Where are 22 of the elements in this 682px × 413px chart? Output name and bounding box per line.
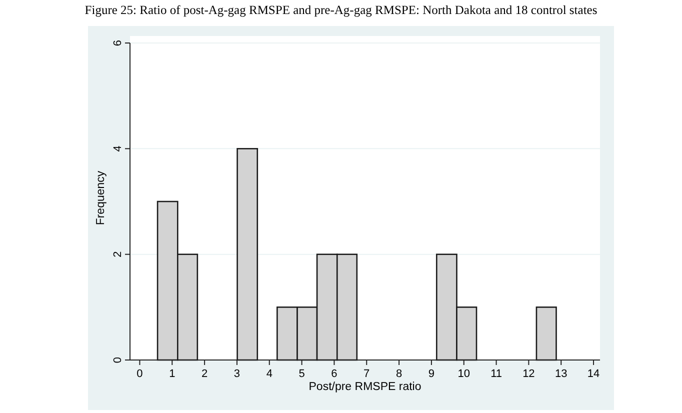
x-tick-label: 5 xyxy=(298,368,305,380)
y-tick-label: 4 xyxy=(112,146,124,152)
x-tick-label: 7 xyxy=(364,368,370,380)
x-tick-label: 13 xyxy=(554,368,568,380)
x-tick-label: 10 xyxy=(458,368,470,380)
y-axis-title: Frequency xyxy=(95,170,107,226)
x-tick-label: 0 xyxy=(136,368,143,380)
x-tick-label: 11 xyxy=(490,368,502,380)
x-tick-label: 8 xyxy=(396,368,402,380)
x-tick-label: 9 xyxy=(428,368,435,380)
x-tick-label: 1 xyxy=(169,368,176,380)
x-tick-label: 14 xyxy=(587,368,600,380)
x-tick-label: 3 xyxy=(234,368,240,380)
y-tick-label: 2 xyxy=(112,251,124,258)
x-axis-title: Post/pre RMSPE ratio xyxy=(308,381,422,393)
y-tick-label: 0 xyxy=(112,356,124,364)
y-tick-label: 6 xyxy=(112,40,124,46)
chart-title: Figure 25: Ratio of post-Ag-gag RMSPE and pre-Ag-gag RMSPE: North Dakota and 18 control states xyxy=(84,3,598,17)
x-tick-label: 4 xyxy=(266,368,272,380)
x-tick-label: 6 xyxy=(331,368,338,380)
x-tick-label: 12 xyxy=(522,368,535,380)
x-tick-label: 2 xyxy=(201,368,208,380)
